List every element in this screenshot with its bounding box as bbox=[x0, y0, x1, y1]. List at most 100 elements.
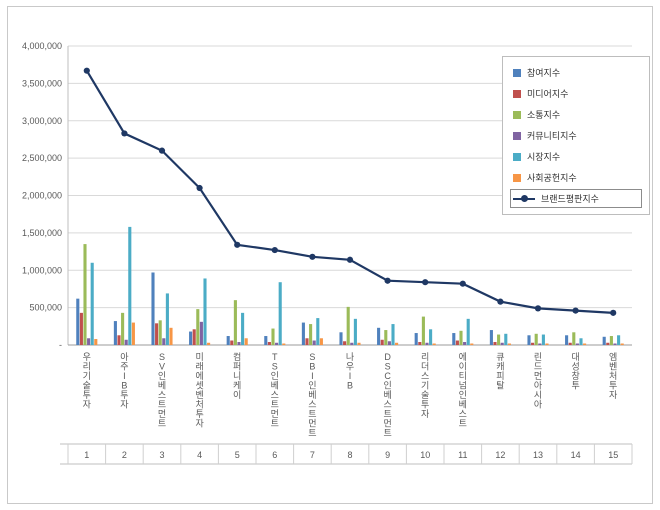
category-number: 14 bbox=[571, 450, 581, 460]
legend-color-swatch-icon bbox=[513, 68, 521, 77]
bar bbox=[267, 342, 271, 345]
category-number: 3 bbox=[159, 450, 164, 460]
legend-label: 참여지수 bbox=[527, 68, 561, 78]
bar bbox=[128, 226, 132, 345]
y-axis-tick-label: 3,000,000 bbox=[22, 116, 62, 126]
bar bbox=[620, 343, 624, 345]
bar bbox=[189, 331, 193, 345]
bar bbox=[158, 320, 162, 345]
bar bbox=[606, 342, 610, 345]
bar bbox=[493, 342, 497, 345]
chart-frame bbox=[7, 6, 653, 504]
bar bbox=[565, 335, 569, 345]
bar bbox=[312, 340, 316, 345]
line-marker bbox=[497, 298, 504, 305]
bar bbox=[432, 343, 436, 345]
y-axis-tick-label: 3,500,000 bbox=[22, 78, 62, 88]
bar bbox=[162, 338, 166, 345]
legend-label: 브랜드평판지수 bbox=[541, 194, 599, 204]
bar bbox=[391, 324, 395, 345]
bar bbox=[319, 338, 323, 345]
line-marker bbox=[309, 253, 316, 260]
legend-label: 미디어지수 bbox=[527, 89, 569, 99]
legend-color-swatch-icon bbox=[513, 173, 521, 182]
bar bbox=[617, 335, 621, 345]
legend-item: 브랜드평판지수 bbox=[510, 189, 642, 208]
y-axis-tick-label: 500,000 bbox=[29, 303, 62, 313]
legend-item: 시장지수 bbox=[513, 150, 639, 163]
bar bbox=[264, 336, 268, 345]
bar bbox=[275, 342, 279, 345]
category-number: 7 bbox=[310, 450, 315, 460]
bar bbox=[207, 342, 211, 345]
legend-label: 소통지수 bbox=[527, 110, 561, 120]
bar bbox=[575, 343, 579, 345]
bar bbox=[497, 334, 501, 345]
category-number: 8 bbox=[347, 450, 352, 460]
legend-color-swatch-icon bbox=[513, 152, 521, 161]
bar bbox=[346, 306, 350, 345]
bar bbox=[339, 332, 343, 345]
bar bbox=[609, 336, 613, 345]
bar bbox=[463, 342, 467, 345]
bar bbox=[87, 338, 91, 345]
y-axis-tick-label: 1,500,000 bbox=[22, 228, 62, 238]
legend-label: 사회공헌지수 bbox=[527, 173, 577, 183]
bar bbox=[233, 300, 237, 345]
bar bbox=[165, 293, 169, 345]
line-marker bbox=[572, 307, 579, 314]
bar bbox=[377, 327, 381, 345]
bar bbox=[192, 329, 196, 345]
bar bbox=[421, 316, 425, 345]
bar bbox=[117, 335, 121, 345]
bar bbox=[278, 282, 282, 345]
legend-item: 참여지수 bbox=[513, 66, 639, 79]
legend-color-swatch-icon bbox=[513, 131, 521, 140]
category-number: 2 bbox=[122, 450, 127, 460]
legend-color-swatch-icon bbox=[513, 89, 521, 98]
line-marker bbox=[534, 305, 542, 312]
line-marker bbox=[271, 246, 278, 254]
y-axis-tick-label: - bbox=[59, 340, 62, 350]
bar bbox=[425, 342, 429, 345]
bar bbox=[568, 342, 572, 345]
bar bbox=[124, 339, 128, 345]
bar bbox=[613, 343, 617, 345]
bar bbox=[131, 322, 135, 345]
bar bbox=[384, 330, 388, 345]
bar bbox=[151, 272, 155, 345]
bar bbox=[90, 262, 94, 345]
legend-item: 커뮤니티지수 bbox=[513, 129, 639, 142]
bar bbox=[76, 298, 80, 345]
category-number: 15 bbox=[608, 450, 618, 460]
bar bbox=[203, 278, 207, 345]
bar bbox=[196, 309, 200, 345]
category-number: 11 bbox=[458, 450, 467, 460]
bar bbox=[113, 321, 117, 345]
bar bbox=[353, 318, 357, 345]
line-marker bbox=[346, 256, 354, 263]
bar bbox=[226, 336, 230, 345]
legend-item: 소통지수 bbox=[513, 108, 639, 121]
bar bbox=[230, 340, 234, 345]
bar bbox=[455, 340, 459, 345]
bar bbox=[387, 341, 391, 345]
bar bbox=[466, 318, 470, 345]
line-marker bbox=[459, 280, 466, 287]
bar bbox=[343, 341, 347, 345]
category-number: 10 bbox=[420, 450, 430, 460]
legend-label: 커뮤니티지수 bbox=[527, 131, 577, 141]
bar bbox=[241, 312, 245, 345]
y-axis-tick-label: 2,000,000 bbox=[22, 191, 62, 201]
category-number: 6 bbox=[272, 450, 277, 460]
bar bbox=[531, 342, 535, 345]
